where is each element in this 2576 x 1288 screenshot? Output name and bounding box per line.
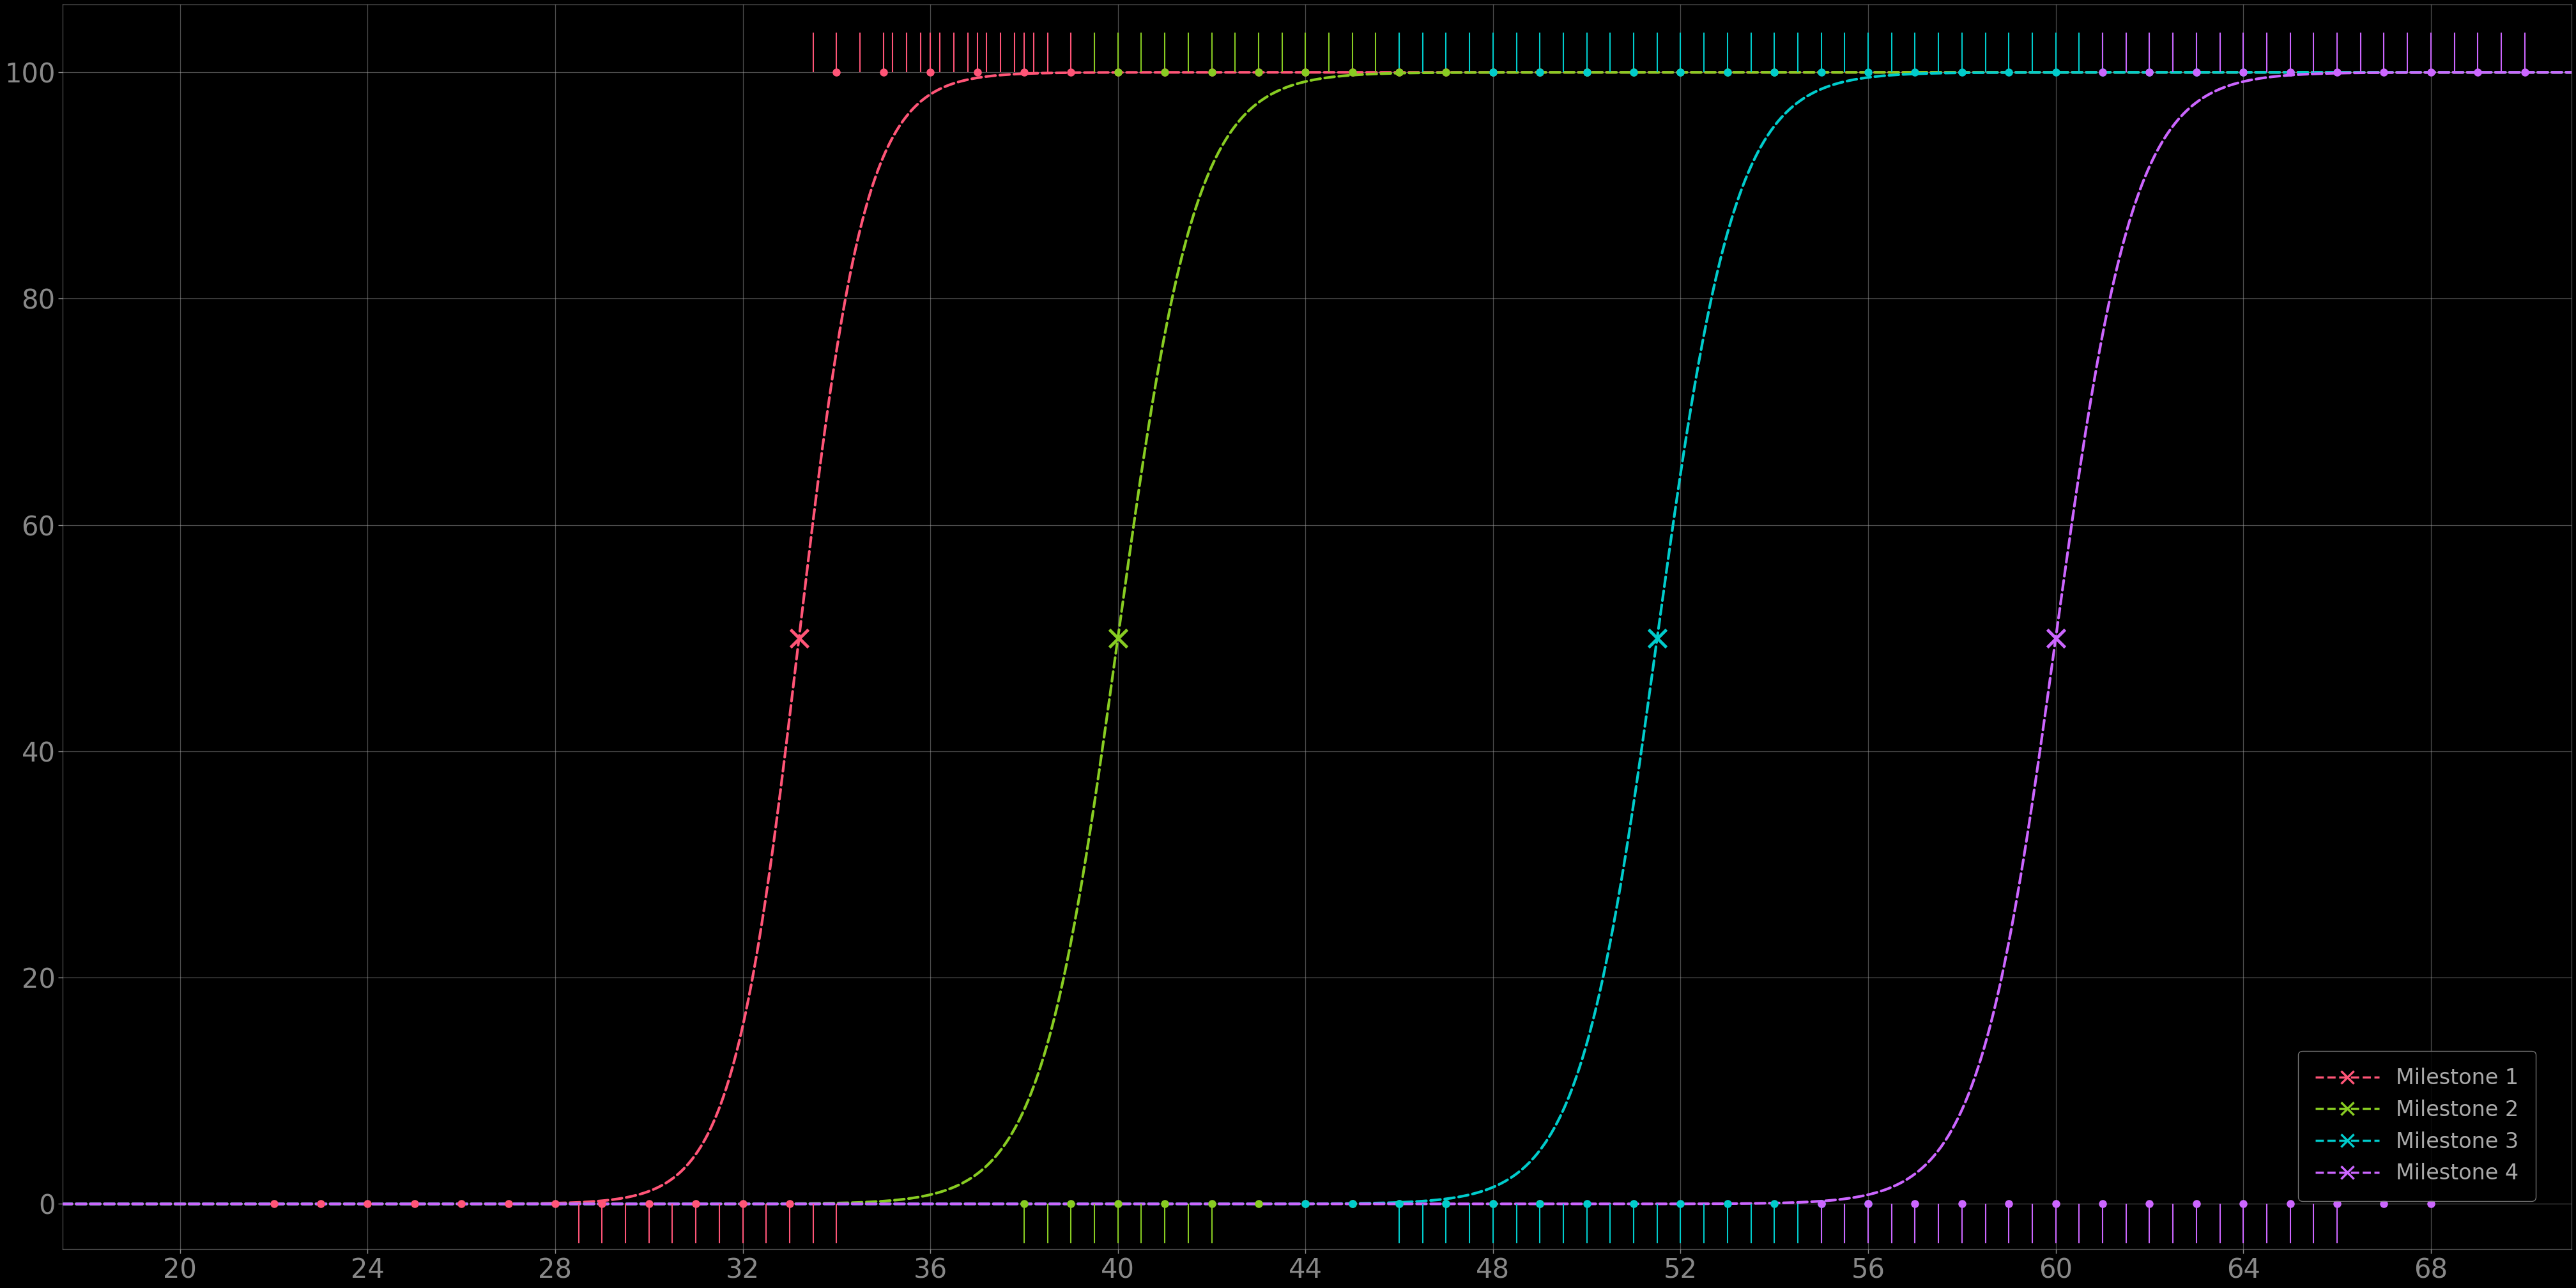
Legend: Milestone 1, Milestone 2, Milestone 3, Milestone 4: Milestone 1, Milestone 2, Milestone 3, M… — [2298, 1051, 2535, 1202]
